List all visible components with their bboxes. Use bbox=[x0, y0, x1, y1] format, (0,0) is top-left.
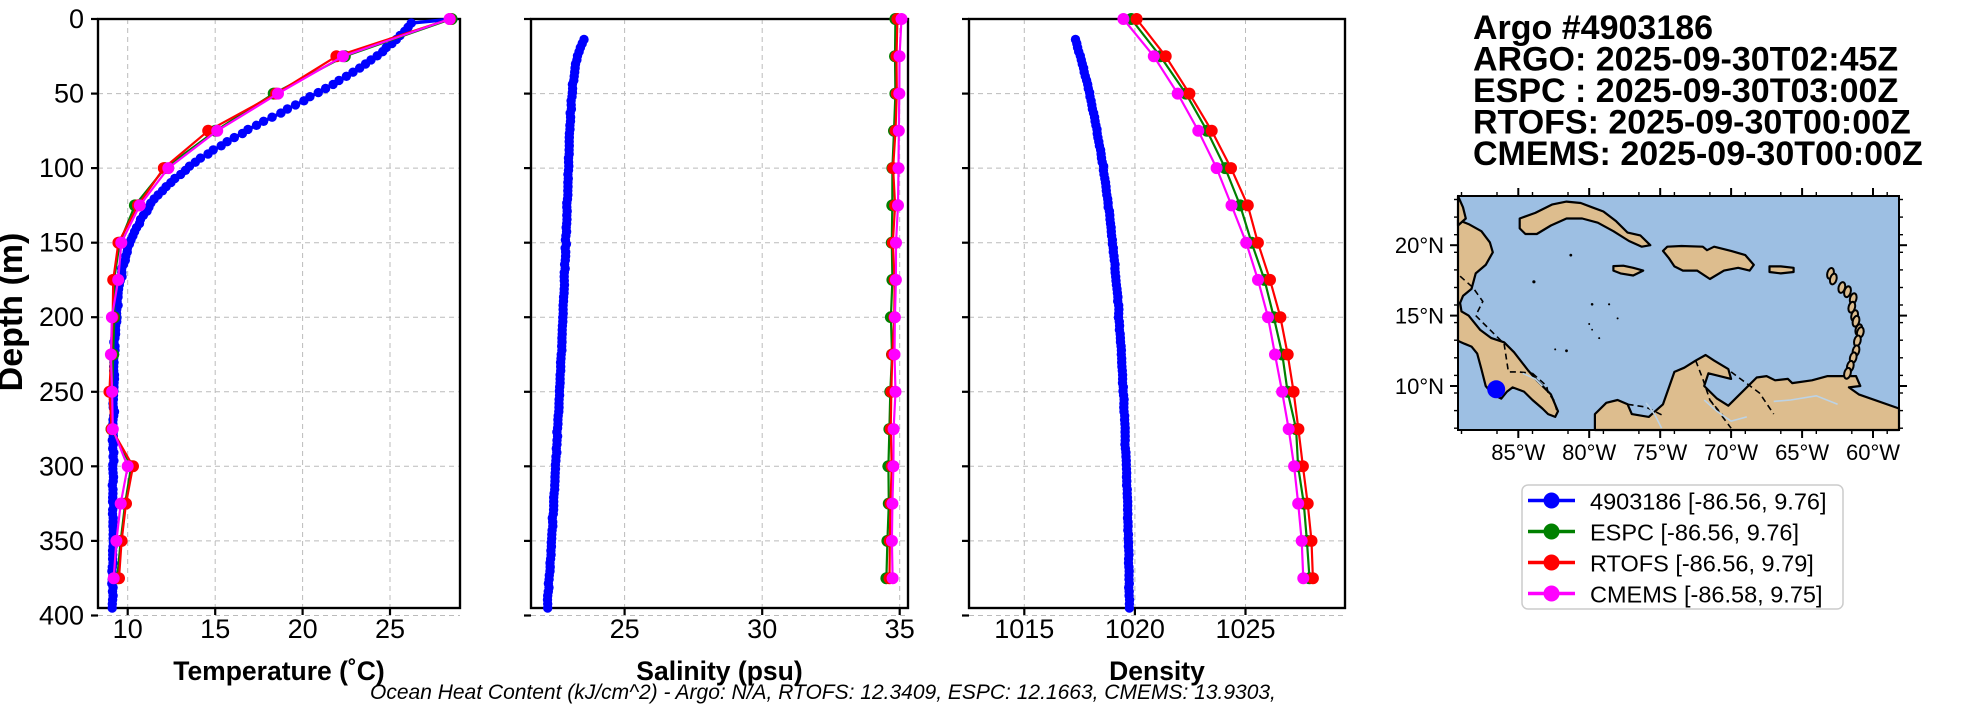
svg-text:Depth (m): Depth (m) bbox=[0, 233, 30, 392]
svg-text:75°W: 75°W bbox=[1633, 440, 1687, 465]
svg-text:20°N: 20°N bbox=[1395, 233, 1444, 258]
svg-text:30: 30 bbox=[747, 614, 777, 644]
svg-text:CMEMS: 2025-09-30T00:00Z: CMEMS: 2025-09-30T00:00Z bbox=[1473, 135, 1923, 173]
svg-text:1015: 1015 bbox=[994, 614, 1054, 644]
svg-text:300: 300 bbox=[39, 451, 84, 481]
svg-text:400: 400 bbox=[39, 601, 84, 631]
svg-text:250: 250 bbox=[39, 377, 84, 407]
svg-text:80°W: 80°W bbox=[1562, 440, 1616, 465]
svg-text:4903186 [-86.56, 9.76]: 4903186 [-86.56, 9.76] bbox=[1590, 489, 1827, 515]
svg-text:35: 35 bbox=[885, 614, 915, 644]
svg-text:15: 15 bbox=[200, 614, 230, 644]
svg-text:1020: 1020 bbox=[1105, 614, 1165, 644]
svg-text:350: 350 bbox=[39, 526, 84, 556]
svg-text:Ocean Heat Content (kJ/cm^2) -: Ocean Heat Content (kJ/cm^2) - Argo: N/A… bbox=[370, 681, 1276, 704]
svg-text:150: 150 bbox=[39, 228, 84, 258]
svg-text:50: 50 bbox=[54, 79, 84, 109]
svg-text:60°W: 60°W bbox=[1846, 440, 1900, 465]
svg-text:CMEMS [-86.58, 9.75]: CMEMS [-86.58, 9.75] bbox=[1590, 582, 1823, 608]
svg-text:25: 25 bbox=[375, 614, 405, 644]
svg-text:70°W: 70°W bbox=[1704, 440, 1758, 465]
svg-text:85°W: 85°W bbox=[1491, 440, 1545, 465]
svg-text:0: 0 bbox=[69, 4, 84, 34]
svg-text:200: 200 bbox=[39, 302, 84, 332]
svg-text:65°W: 65°W bbox=[1775, 440, 1829, 465]
svg-text:ESPC [-86.56, 9.76]: ESPC [-86.56, 9.76] bbox=[1590, 520, 1799, 546]
svg-text:10°N: 10°N bbox=[1395, 374, 1444, 399]
svg-text:15°N: 15°N bbox=[1395, 304, 1444, 329]
svg-text:10: 10 bbox=[113, 614, 143, 644]
svg-text:100: 100 bbox=[39, 153, 84, 183]
svg-text:RTOFS [-86.56, 9.79]: RTOFS [-86.56, 9.79] bbox=[1590, 551, 1814, 577]
svg-text:Temperature (˚C): Temperature (˚C) bbox=[173, 656, 385, 686]
svg-text:1025: 1025 bbox=[1215, 614, 1275, 644]
svg-text:20: 20 bbox=[288, 614, 318, 644]
svg-text:25: 25 bbox=[610, 614, 640, 644]
